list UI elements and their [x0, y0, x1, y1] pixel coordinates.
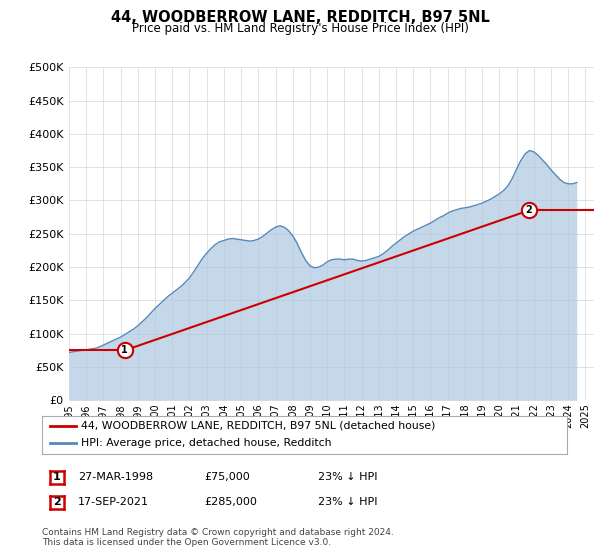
Text: 44, WOODBERROW LANE, REDDITCH, B97 5NL (detached house): 44, WOODBERROW LANE, REDDITCH, B97 5NL (… [82, 421, 436, 431]
Text: HPI: Average price, detached house, Redditch: HPI: Average price, detached house, Redd… [82, 438, 332, 449]
Text: 2: 2 [53, 497, 61, 507]
Text: 1: 1 [121, 346, 128, 356]
Text: 23% ↓ HPI: 23% ↓ HPI [318, 472, 377, 482]
Text: 1: 1 [53, 472, 61, 482]
Text: 44, WOODBERROW LANE, REDDITCH, B97 5NL: 44, WOODBERROW LANE, REDDITCH, B97 5NL [110, 10, 490, 25]
Text: 2: 2 [526, 206, 532, 216]
Text: Price paid vs. HM Land Registry's House Price Index (HPI): Price paid vs. HM Land Registry's House … [131, 22, 469, 35]
Text: Contains HM Land Registry data © Crown copyright and database right 2024.
This d: Contains HM Land Registry data © Crown c… [42, 528, 394, 547]
Text: 23% ↓ HPI: 23% ↓ HPI [318, 497, 377, 507]
Text: 27-MAR-1998: 27-MAR-1998 [78, 472, 153, 482]
Text: 17-SEP-2021: 17-SEP-2021 [78, 497, 149, 507]
Text: £75,000: £75,000 [204, 472, 250, 482]
Text: £285,000: £285,000 [204, 497, 257, 507]
